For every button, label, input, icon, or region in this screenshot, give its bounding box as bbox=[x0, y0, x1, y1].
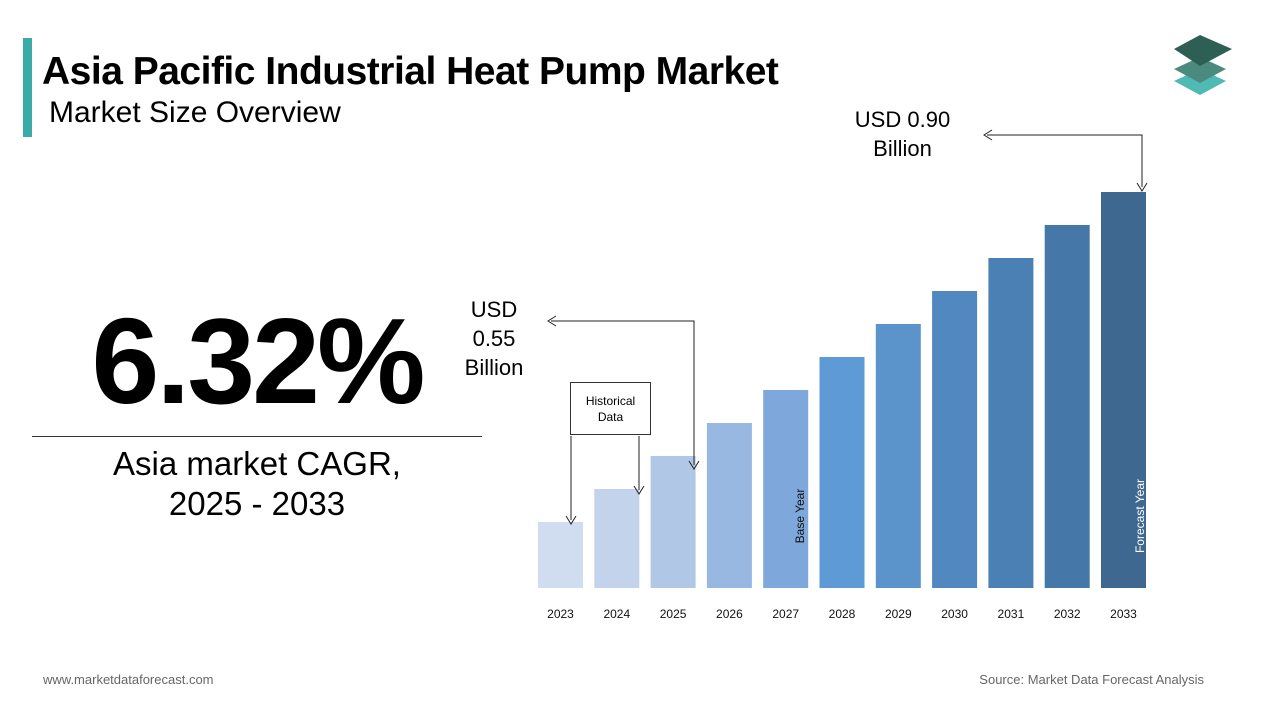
cagr-caption: Asia market CAGR, 2025 - 2033 bbox=[32, 444, 482, 524]
cagr-divider bbox=[32, 436, 482, 437]
x-tick-label-2028: 2028 bbox=[829, 607, 856, 621]
arrowhead-left-2033 bbox=[983, 129, 993, 141]
arrowhead-down-2024 bbox=[633, 485, 645, 495]
arrowhead-down-2025 bbox=[688, 460, 700, 470]
forecast-year-label: Forecast Year bbox=[1133, 479, 1147, 553]
bar-2028 bbox=[819, 357, 865, 588]
x-tick-label-2033: 2033 bbox=[1110, 607, 1137, 621]
bar-2032 bbox=[1044, 225, 1090, 588]
cagr-caption-line2: 2025 - 2033 bbox=[168, 485, 346, 522]
x-tick-label-2023: 2023 bbox=[547, 607, 574, 621]
cagr-caption-line1: Asia market CAGR, bbox=[113, 445, 401, 482]
historical-data-box: Historical Data bbox=[570, 382, 651, 435]
page-subtitle: Market Size Overview bbox=[49, 96, 341, 129]
arrowhead-left-2025 bbox=[547, 315, 557, 327]
title-accent-bar bbox=[23, 38, 32, 137]
page-title: Asia Pacific Industrial Heat Pump Market bbox=[42, 50, 779, 93]
x-tick-label-2032: 2032 bbox=[1054, 607, 1081, 621]
arrowhead-down-2023 bbox=[565, 515, 577, 525]
footer-website: www.marketdataforecast.com bbox=[43, 672, 214, 687]
base-year-label: Base Year bbox=[793, 489, 807, 544]
bar-2026 bbox=[706, 423, 752, 588]
bar-2024 bbox=[594, 489, 640, 588]
bar-2031 bbox=[988, 258, 1034, 588]
bar-2025 bbox=[650, 456, 696, 588]
cagr-value: 6.32% bbox=[91, 293, 426, 429]
x-tick-label-2031: 2031 bbox=[998, 607, 1025, 621]
x-tick-label-2024: 2024 bbox=[603, 607, 630, 621]
bar-2023 bbox=[538, 522, 583, 588]
callout-end-value: USD 0.90 Billion bbox=[854, 107, 951, 161]
bar-2027 bbox=[763, 390, 809, 588]
bar-2030 bbox=[932, 291, 978, 588]
arrowhead-down-2033 bbox=[1136, 182, 1148, 192]
historical-data-label: Historical Data bbox=[585, 393, 636, 424]
bar-2033 bbox=[1101, 192, 1146, 588]
company-logo-icon bbox=[1174, 35, 1232, 95]
x-tick-label-2027: 2027 bbox=[772, 607, 799, 621]
callout-start-value: USD 0.55 Billion bbox=[464, 297, 524, 380]
x-tick-label-2025: 2025 bbox=[660, 607, 687, 621]
x-tick-label-2026: 2026 bbox=[716, 607, 743, 621]
bar-2029 bbox=[875, 324, 921, 588]
x-tick-label-2030: 2030 bbox=[941, 607, 968, 621]
footer-source: Source: Market Data Forecast Analysis bbox=[979, 672, 1204, 687]
callout-2033-arrow-line bbox=[987, 134, 1143, 187]
x-tick-label-2029: 2029 bbox=[885, 607, 912, 621]
